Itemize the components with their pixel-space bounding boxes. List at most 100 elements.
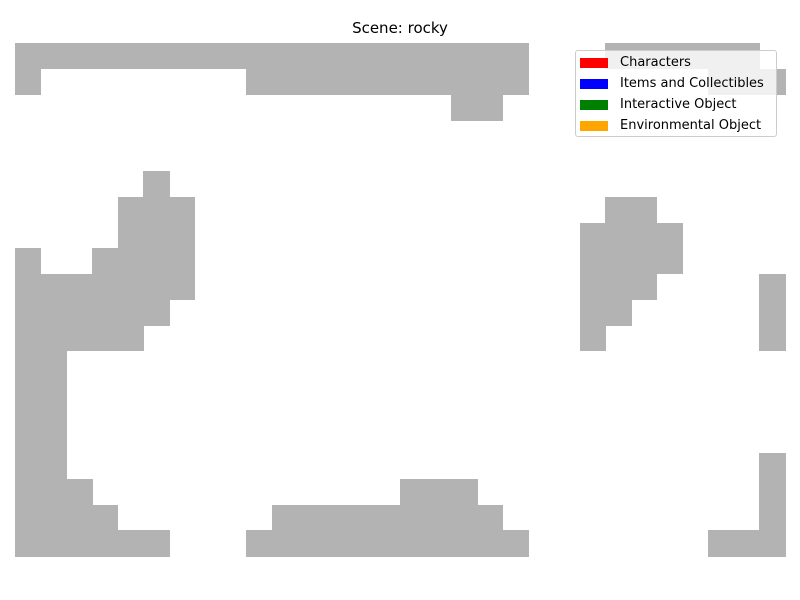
rock-tile (297, 43, 324, 70)
rock-tile (15, 299, 42, 326)
rock-tile (451, 479, 478, 506)
rock-tile (477, 68, 504, 95)
rock-tile (400, 43, 427, 70)
rock-tile (297, 504, 324, 531)
rock-tile (348, 43, 375, 70)
rock-tile (117, 43, 144, 70)
legend-label: Interactive Object (620, 97, 737, 112)
rock-tile (169, 196, 196, 224)
rock-tile (40, 504, 67, 531)
rock-tile (143, 530, 170, 557)
rock-tile (15, 68, 42, 95)
rock-tile (374, 504, 401, 531)
rock-tile (40, 299, 67, 326)
legend-item: Characters (580, 52, 691, 73)
rock-tile (605, 222, 632, 249)
rock-tile (40, 402, 67, 429)
rock-tile (477, 504, 504, 531)
rock-tile (759, 299, 786, 326)
rock-tile (605, 248, 632, 275)
rock-tile (15, 325, 42, 352)
rock-tile (425, 43, 452, 70)
rock-tile (323, 504, 350, 531)
rock-tile (759, 479, 786, 506)
terrain-map (15, 43, 786, 557)
rock-tile (477, 94, 504, 121)
rock-tile (15, 453, 42, 480)
rock-tile (451, 504, 478, 531)
rock-tile (40, 530, 67, 557)
rock-tile (194, 43, 221, 70)
rock-tile (169, 273, 196, 301)
rock-tile (15, 530, 42, 557)
rock-tile (66, 273, 93, 301)
rock-tile (759, 453, 786, 480)
rock-tile (40, 453, 67, 480)
rock-tile (348, 504, 375, 531)
rock-tile (117, 196, 144, 224)
rock-tile (323, 43, 350, 70)
rock-tile (40, 427, 67, 454)
rock-tile (143, 196, 170, 224)
rock-tile (579, 273, 606, 301)
legend-label: Environmental Object (620, 118, 762, 133)
rock-tile (66, 299, 93, 326)
rock-tile (759, 273, 786, 301)
rock-tile (15, 273, 42, 301)
rock-tile (15, 350, 42, 378)
rock-tile (708, 530, 735, 557)
legend-swatch (580, 99, 608, 110)
rock-tile (579, 325, 606, 352)
rock-tile (631, 222, 658, 249)
rock-tile (579, 222, 606, 249)
rock-tile (15, 402, 42, 429)
scene-title: Scene: rocky (352, 19, 448, 37)
rock-tile (425, 504, 452, 531)
legend-item: Interactive Object (580, 94, 737, 115)
rock-tile (759, 504, 786, 531)
rock-tile (451, 530, 478, 557)
rock-tile (66, 530, 93, 557)
rock-tile (92, 248, 119, 275)
rock-tile (451, 43, 478, 70)
legend: Characters Items and Collectibles Interact… (575, 50, 777, 137)
rock-tile (759, 325, 786, 352)
rock-tile (400, 530, 427, 557)
rock-tile (220, 43, 247, 70)
rock-tile (477, 43, 504, 70)
rock-tile (477, 530, 504, 557)
rock-tile (92, 530, 119, 557)
rock-tile (246, 68, 273, 95)
rock-tile (631, 273, 658, 301)
legend-swatch (580, 120, 608, 131)
rock-tile (66, 479, 93, 506)
rock-tile (40, 479, 67, 506)
rock-tile (92, 504, 119, 531)
rock-tile (117, 248, 144, 275)
rock-tile (348, 68, 375, 95)
rock-tile (246, 530, 273, 557)
rock-tile (169, 222, 196, 249)
rock-tile (631, 248, 658, 275)
rock-tile (66, 325, 93, 352)
rock-tile (425, 479, 452, 506)
rock-tile (425, 68, 452, 95)
rock-tile (271, 43, 298, 70)
rock-tile (374, 530, 401, 557)
rock-tile (759, 530, 786, 557)
rock-tile (15, 479, 42, 506)
rock-tile (117, 273, 144, 301)
rock-tile (40, 43, 67, 70)
rock-tile (15, 248, 42, 275)
rock-tile (656, 248, 683, 275)
rock-tile (40, 325, 67, 352)
legend-swatch (580, 78, 608, 89)
rock-tile (246, 43, 273, 70)
rock-tile (323, 530, 350, 557)
rock-tile (733, 530, 760, 557)
rock-tile (605, 196, 632, 224)
rock-tile (631, 196, 658, 224)
rock-tile (143, 248, 170, 275)
rock-tile (579, 248, 606, 275)
legend-label: Items and Collectibles (620, 76, 764, 91)
